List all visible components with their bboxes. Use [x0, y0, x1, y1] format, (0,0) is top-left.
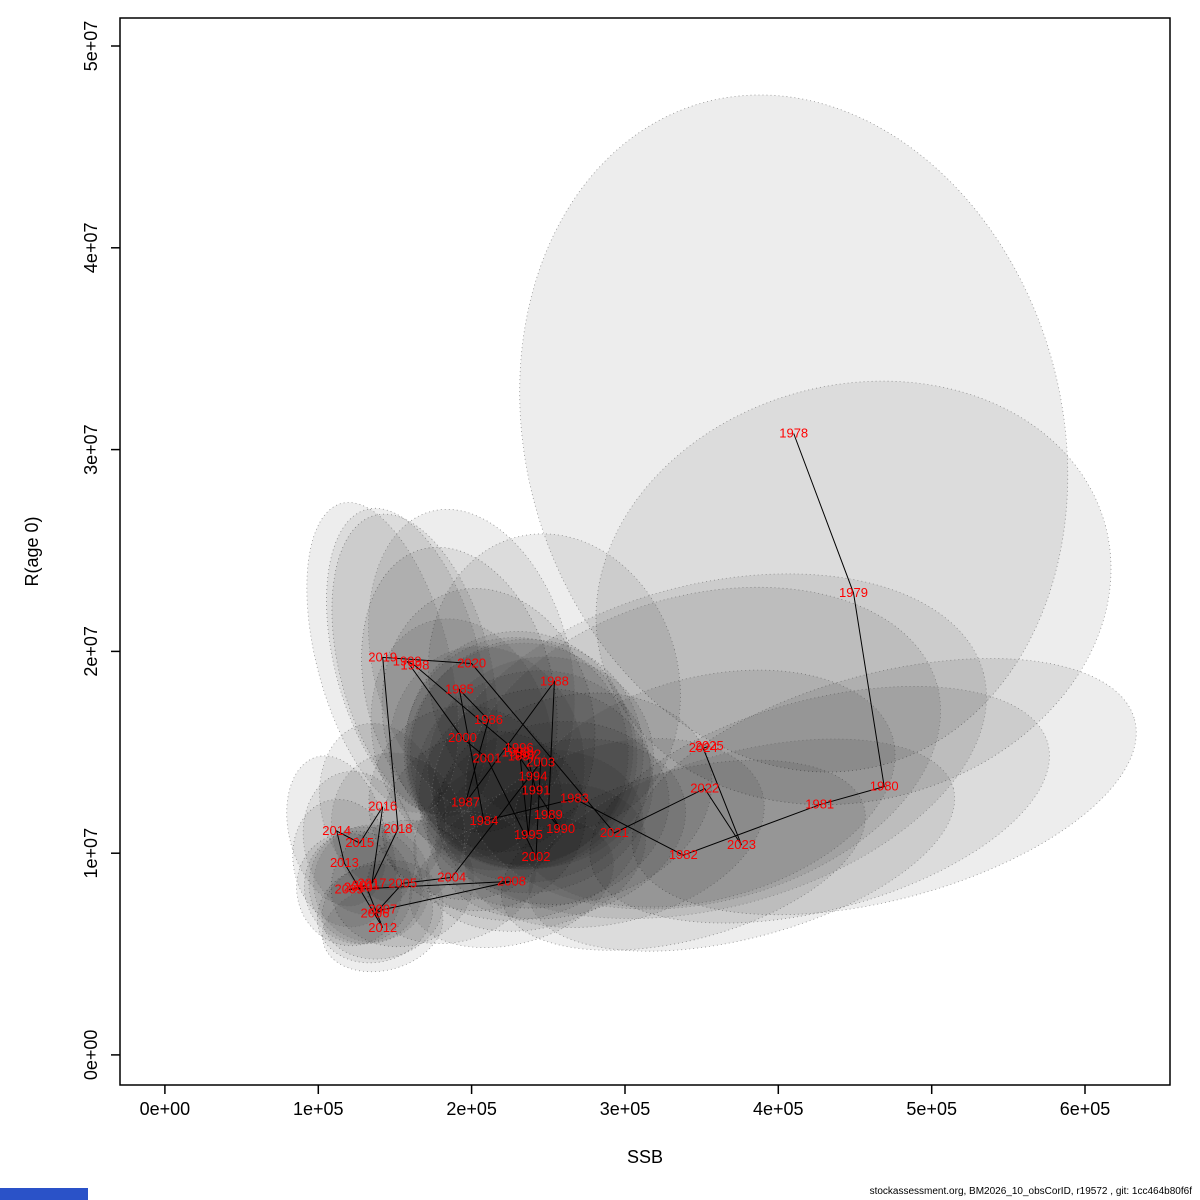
- year-label: 2022: [690, 781, 719, 796]
- year-label: 2021: [600, 825, 629, 840]
- y-tick-label: 4e+07: [81, 223, 101, 274]
- year-label: 2024: [689, 740, 718, 755]
- year-label: 2017: [358, 875, 387, 890]
- year-label: 1984: [469, 813, 498, 828]
- x-axis: 0e+00 1e+05 2e+05 3e+05 4e+05 5e+05 6e+05 SSB: [140, 1085, 1111, 1167]
- year-label: 1983: [560, 791, 589, 806]
- year-label: 1995: [514, 827, 543, 842]
- year-label: 2012: [368, 920, 397, 935]
- year-label: 2018: [384, 821, 413, 836]
- year-label: 2007: [368, 902, 397, 917]
- x-tick-label: 4e+05: [753, 1099, 804, 1119]
- y-tick-label: 2e+07: [81, 626, 101, 677]
- y-axis: 0e+00 1e+07 2e+07 3e+07 4e+07 5e+07 R(age 0): [22, 21, 120, 1080]
- year-label: 1989: [534, 807, 563, 822]
- y-tick-label: 3e+07: [81, 424, 101, 475]
- year-label: 2015: [345, 835, 374, 850]
- year-label: 1978: [779, 426, 808, 441]
- ellipses-layer: [286, 94, 1137, 973]
- year-label: 1994: [519, 769, 548, 784]
- year-label: 1998: [400, 658, 429, 673]
- year-label: 1982: [669, 847, 698, 862]
- year-label: 2016: [368, 799, 397, 814]
- year-label: 1996: [505, 740, 534, 755]
- year-label: 2002: [522, 849, 551, 864]
- year-label: 1988: [540, 674, 569, 689]
- year-label: 1981: [805, 797, 834, 812]
- year-label: 2025: [695, 738, 724, 753]
- year-label: 1993: [502, 744, 531, 759]
- x-tick-label: 1e+05: [293, 1099, 344, 1119]
- year-label: 1985: [445, 682, 474, 697]
- year-label: 2011: [352, 877, 380, 892]
- year-label: 2013: [330, 855, 359, 870]
- year-label: 2019: [368, 649, 397, 664]
- y-tick-label: 1e+07: [81, 828, 101, 879]
- year-label: 2000: [448, 730, 477, 745]
- bottom-left-blue-bar: [0, 1188, 88, 1200]
- x-tick-label: 6e+05: [1060, 1099, 1111, 1119]
- year-label: 2003: [526, 754, 555, 769]
- year-label: 2004: [437, 869, 466, 884]
- y-axis-title: R(age 0): [22, 516, 42, 586]
- year-label: 1992: [512, 746, 541, 761]
- year-label: 2023: [727, 837, 756, 852]
- x-tick-label: 0e+00: [140, 1099, 191, 1119]
- year-label: 2005: [388, 875, 417, 890]
- year-label: 2008: [497, 873, 526, 888]
- x-tick-label: 2e+05: [446, 1099, 497, 1119]
- x-tick-label: 3e+05: [600, 1099, 651, 1119]
- year-label: 2014: [322, 823, 351, 838]
- trajectory-line: [335, 433, 885, 929]
- y-tick-label: 0e+00: [81, 1030, 101, 1081]
- year-label: 1991: [522, 783, 551, 798]
- year-label: 1986: [474, 712, 503, 727]
- year-label: 1979: [839, 585, 868, 600]
- year-label: 1980: [870, 779, 899, 794]
- year-label: 1999: [393, 654, 422, 669]
- year-label: 2006: [361, 906, 390, 921]
- year-label: 2010: [344, 880, 373, 895]
- year-label: 1990: [546, 821, 575, 836]
- x-tick-label: 5e+05: [906, 1099, 957, 1119]
- plot-border: [119, 17, 1171, 1086]
- year-label: 2001: [473, 750, 502, 765]
- footer-attribution: stockassessment.org, BM2026_10_obsCorID,…: [869, 1186, 1192, 1197]
- year-label: 2009: [335, 882, 364, 897]
- x-axis-title: SSB: [627, 1147, 663, 1167]
- year-label: 2020: [457, 656, 486, 671]
- year-label: 1997: [508, 748, 537, 763]
- y-tick-label: 5e+07: [81, 21, 101, 72]
- year-label: 1987: [451, 795, 480, 810]
